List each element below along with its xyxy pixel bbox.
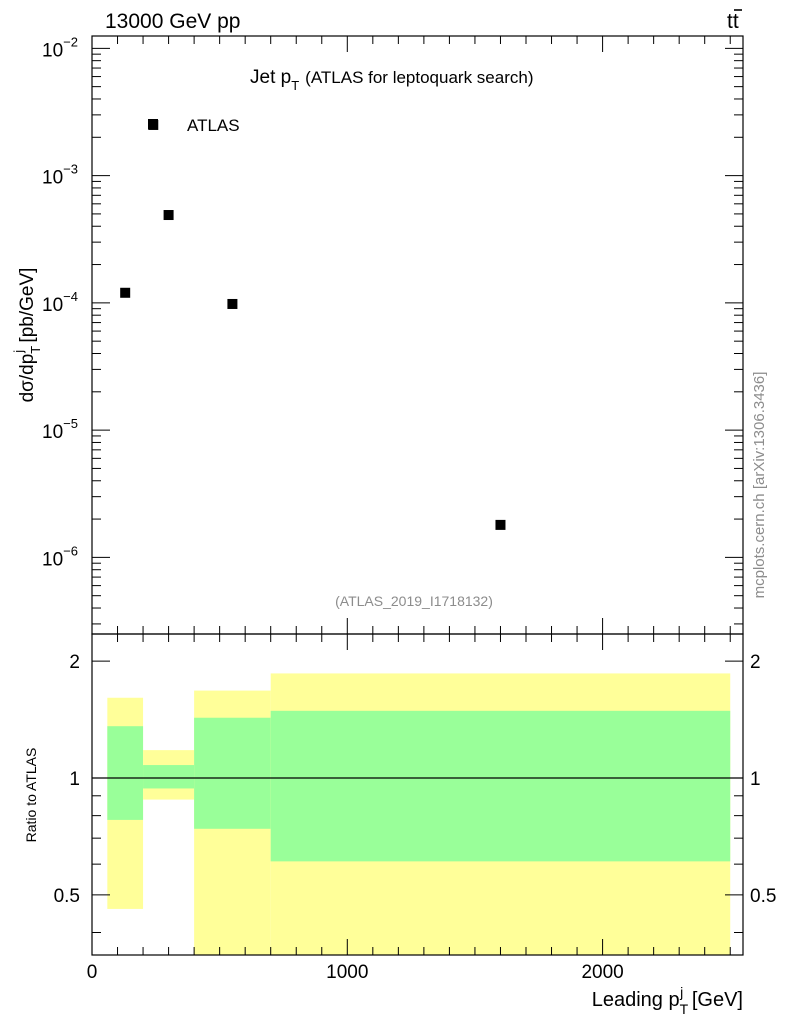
ratio-bands	[107, 673, 731, 955]
ratio-y-tick-labels: 2 2 1 1 0.5 0.5	[54, 652, 777, 907]
data-point	[120, 287, 131, 298]
ratio-plot-ticks	[91, 634, 743, 955]
ratio-band-inner	[194, 717, 271, 829]
energy-label: 13000 GeV pp	[105, 10, 240, 33]
ratio-y-tick-label-right: 1	[750, 769, 761, 790]
y-tick-label: 10−4	[42, 289, 78, 316]
ratio-band-inner	[270, 710, 731, 862]
main-plot-ticks	[91, 36, 743, 634]
ratio-y-tick-label: 1	[69, 769, 80, 790]
plot-title: Jet pT (ATLAS for leptoquark search)	[250, 67, 534, 93]
y-tick-label: 10−6	[42, 543, 78, 570]
data-point	[163, 210, 174, 221]
y-tick-label: 10−5	[42, 416, 78, 443]
y-tick-label: 10−3	[42, 162, 78, 189]
x-tick-labels: 0 1000 2000	[87, 962, 624, 983]
x-tick-label: 0	[87, 962, 98, 983]
data-markers	[120, 119, 506, 530]
watermark: mcplots.cern.ch [arXiv:1306.3436]	[751, 372, 768, 599]
main-y-tick-labels: 10−2 10−3 10−4 10−5 10−6	[42, 34, 78, 570]
ratio-y-axis-label: Ratio to ATLAS	[23, 748, 39, 843]
ratio-y-tick-label-right: 2	[750, 652, 761, 673]
process-label: tt	[727, 10, 739, 33]
analysis-id: (ATLAS_2019_I1718132)	[335, 593, 493, 609]
ratio-band-inner	[143, 765, 195, 789]
data-point	[227, 298, 238, 309]
x-axis-label: Leading pTj [GeV]	[592, 984, 743, 1017]
legend-label: ATLAS	[187, 116, 240, 135]
ratio-y-tick-label: 0.5	[54, 886, 80, 907]
x-tick-label: 2000	[581, 962, 623, 983]
data-point	[148, 119, 159, 130]
data-point	[495, 519, 506, 530]
x-tick-label: 1000	[326, 962, 368, 983]
ratio-band-inner	[107, 726, 144, 820]
ratio-plot-frame	[91, 633, 744, 956]
y-tick-label: 10−2	[42, 34, 78, 61]
ratio-y-tick-label-right: 0.5	[750, 886, 776, 907]
ratio-y-tick-label: 2	[69, 652, 80, 673]
main-y-axis-label: dσ/dpTj [pb/GeV]	[11, 268, 43, 403]
